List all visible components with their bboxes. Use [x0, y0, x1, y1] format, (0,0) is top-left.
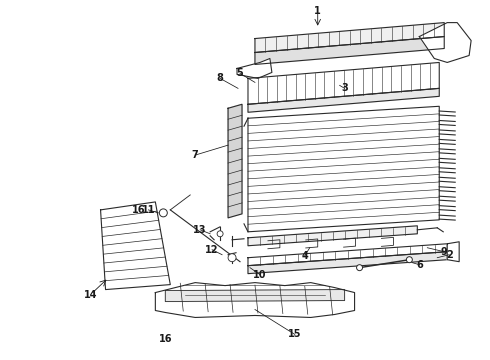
Polygon shape — [255, 37, 444, 64]
Polygon shape — [255, 23, 444, 53]
Polygon shape — [100, 202, 171, 289]
Text: 13: 13 — [194, 225, 207, 235]
Polygon shape — [248, 88, 439, 112]
Text: 11: 11 — [142, 205, 155, 215]
Circle shape — [357, 265, 363, 271]
Text: 16: 16 — [159, 334, 172, 345]
Text: 8: 8 — [217, 73, 223, 84]
Polygon shape — [155, 283, 355, 318]
Text: 9: 9 — [441, 247, 447, 257]
Circle shape — [228, 254, 236, 262]
Polygon shape — [248, 226, 417, 246]
Polygon shape — [237, 58, 272, 78]
Text: 14: 14 — [84, 289, 98, 300]
Polygon shape — [248, 244, 447, 266]
Polygon shape — [165, 289, 344, 302]
Text: 12: 12 — [205, 245, 219, 255]
Circle shape — [406, 257, 413, 263]
Circle shape — [217, 231, 223, 237]
Text: 16: 16 — [132, 205, 145, 215]
Text: 3: 3 — [341, 84, 348, 93]
Text: 6: 6 — [416, 260, 423, 270]
Text: 5: 5 — [237, 68, 244, 78]
Polygon shape — [248, 106, 439, 232]
Circle shape — [159, 209, 167, 217]
Polygon shape — [447, 242, 459, 262]
Polygon shape — [248, 252, 447, 274]
Polygon shape — [228, 104, 242, 218]
Text: 2: 2 — [446, 250, 453, 260]
Text: 10: 10 — [253, 270, 267, 280]
Text: 4: 4 — [301, 251, 308, 261]
Text: 1: 1 — [315, 6, 321, 15]
Polygon shape — [419, 23, 471, 62]
Text: 15: 15 — [288, 329, 301, 339]
Polygon shape — [248, 62, 439, 104]
Text: 7: 7 — [192, 150, 198, 160]
